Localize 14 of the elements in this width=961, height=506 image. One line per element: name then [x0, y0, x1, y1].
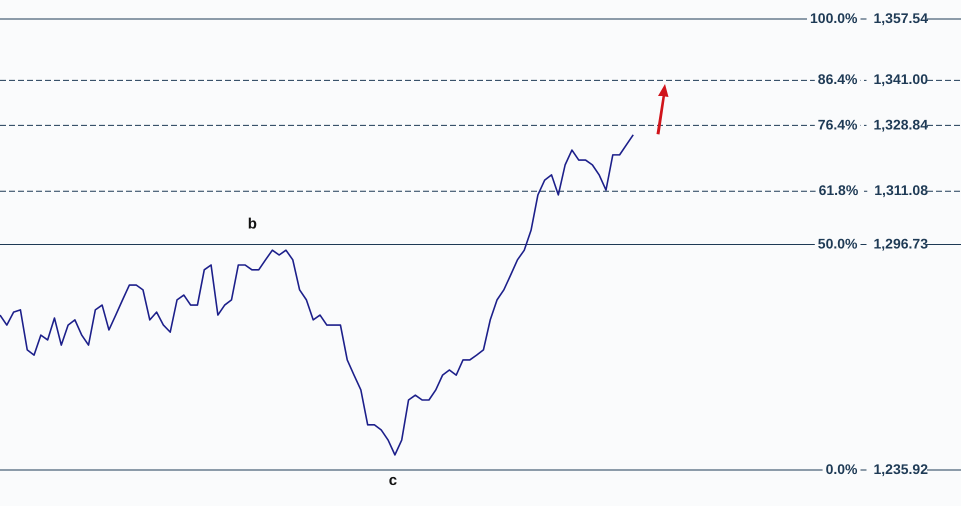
annotation: 0.0% [826, 460, 858, 477]
y-tick-label: 1,341.00 [874, 71, 928, 88]
annotation: 76.4% [818, 116, 858, 132]
annotation: 50.0% [818, 235, 858, 252]
text: c [388, 472, 398, 490]
annotation: 100.0% [810, 10, 858, 26]
y-tick-label: 1,328.84 [874, 116, 928, 132]
annotation: 86.4% [818, 71, 858, 88]
y-tick-label: 1,296.73 [874, 235, 928, 252]
y-tick-label: 1,235.92 [874, 460, 928, 477]
annotation: 61.8% [818, 182, 859, 198]
y-tick-label: 1,311.08 [874, 182, 928, 198]
annotation: b [248, 215, 257, 232]
y-tick-label: 1,357.54 [874, 10, 928, 26]
